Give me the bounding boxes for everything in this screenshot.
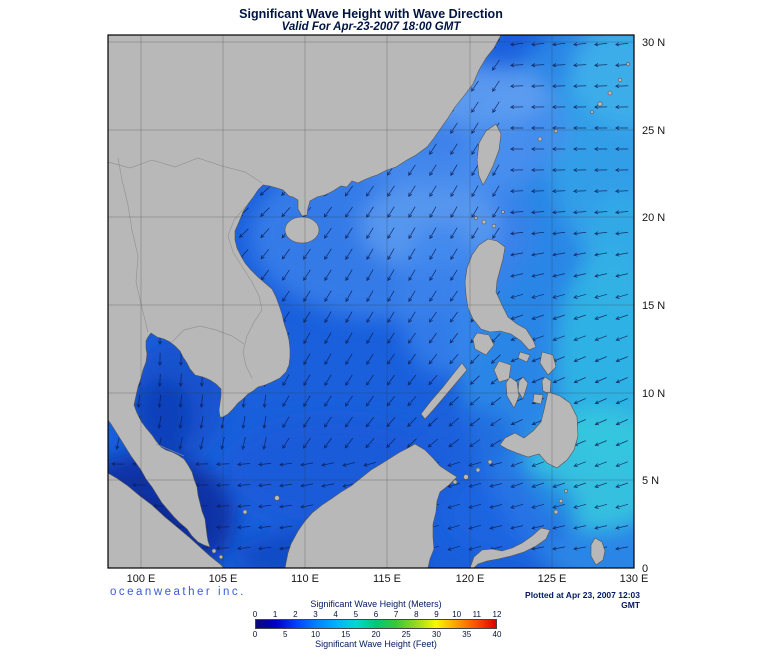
tick-label: 2 xyxy=(293,610,298,619)
wave-height-legend: Significant Wave Height (Meters) 0 1 2 3… xyxy=(252,599,502,649)
landmass-asia-mainland xyxy=(108,35,502,548)
tick-label: 5 xyxy=(353,610,359,619)
shade-region xyxy=(398,225,488,375)
tick-label: 1 xyxy=(272,610,278,619)
tick-label: 7 xyxy=(393,610,399,619)
lon-label: 115 E xyxy=(373,573,401,585)
lat-label: 10 N xyxy=(642,388,665,400)
island-cebu xyxy=(517,376,529,400)
brand-text: oceanweather inc. xyxy=(110,586,246,598)
lat-label: 30 N xyxy=(642,37,665,49)
island-anambas xyxy=(242,509,248,515)
tick-label: 25 xyxy=(401,630,411,639)
lat-label: 5 N xyxy=(642,475,659,487)
sangihe-islands xyxy=(553,489,568,515)
tick-label: 9 xyxy=(434,610,439,619)
lon-label: 120 E xyxy=(456,573,485,585)
lon-label: 130 E xyxy=(620,573,649,585)
lon-label: 105 E xyxy=(209,573,238,585)
tick-label: 3 xyxy=(313,610,318,619)
island-sumatra xyxy=(108,472,225,568)
tick-label: 5 xyxy=(283,630,288,639)
lon-label: 110 E xyxy=(291,573,319,585)
shade-region xyxy=(572,35,634,127)
island-halmahera xyxy=(590,537,606,566)
tick-label: 0 xyxy=(252,630,258,639)
island-sulawesi xyxy=(469,527,551,568)
legend-feet-ticks: 0 5 10 15 20 25 30 35 40 xyxy=(252,629,502,639)
babuyan-islands xyxy=(474,210,505,229)
valid-time-subtitle: Valid For Apr-23-2007 18:00 GMT xyxy=(281,21,461,33)
island-taiwan xyxy=(476,123,502,186)
longitude-labels: 100 E 105 E 110 E 115 E 120 E 125 E 130 … xyxy=(127,573,649,585)
legend-meters-title: Significant Wave Height (Meters) xyxy=(310,599,442,609)
lat-label: 0 xyxy=(642,563,648,575)
lon-label: 100 E xyxy=(127,573,156,585)
sulu-archipelago xyxy=(452,459,493,485)
ryukyu-islands xyxy=(537,62,630,142)
tick-label: 0 xyxy=(252,610,258,619)
legend-colorbar xyxy=(255,619,497,629)
plotted-timestamp: Plotted at Apr 23, 2007 12:03 GMT xyxy=(525,590,640,610)
island-mindanao xyxy=(499,391,579,469)
tick-label: 8 xyxy=(414,610,419,619)
island-leyte xyxy=(541,376,552,395)
island-natuna xyxy=(274,495,280,501)
tick-label: 20 xyxy=(371,630,381,639)
lon-label: 125 E xyxy=(538,573,567,585)
tick-label: 15 xyxy=(341,630,351,639)
island-palawan xyxy=(420,362,468,420)
legend-feet-title: Significant Wave Height (Feet) xyxy=(315,639,437,649)
tick-label: 10 xyxy=(311,630,320,639)
island-negros xyxy=(505,376,520,409)
tick-label: 6 xyxy=(373,610,379,619)
lat-label: 20 N xyxy=(642,212,665,224)
page-title: Significant Wave Height with Wave Direct… xyxy=(239,7,503,21)
shade-region xyxy=(582,192,634,312)
tick-label: 4 xyxy=(333,610,338,619)
island-panay xyxy=(493,360,512,383)
tick-label: 40 xyxy=(492,630,502,639)
land-layer xyxy=(108,35,630,568)
map-grid xyxy=(108,35,634,568)
latitude-labels: 30 N 25 N 20 N 15 N 10 N 5 N 0 xyxy=(642,37,665,575)
island-luzon xyxy=(464,238,537,351)
tick-label: 12 xyxy=(492,610,502,619)
shade-region xyxy=(457,120,537,200)
legend-meters-ticks: 0 1 2 3 4 5 6 7 8 9 10 11 12 xyxy=(252,609,502,619)
island-mindoro xyxy=(472,332,495,356)
island-borneo xyxy=(284,443,458,568)
island-masbate xyxy=(517,351,531,363)
tick-label: 35 xyxy=(462,630,472,639)
island-bohol xyxy=(532,393,544,405)
tick-label: 11 xyxy=(472,610,481,619)
island-hainan xyxy=(284,216,320,244)
country-borders xyxy=(108,157,263,457)
map-frame xyxy=(107,34,635,569)
riau-islands xyxy=(211,548,224,560)
tick-label: 10 xyxy=(452,610,462,619)
tick-label: 30 xyxy=(432,630,441,639)
lat-label: 15 N xyxy=(642,300,665,312)
lat-label: 25 N xyxy=(642,125,665,137)
